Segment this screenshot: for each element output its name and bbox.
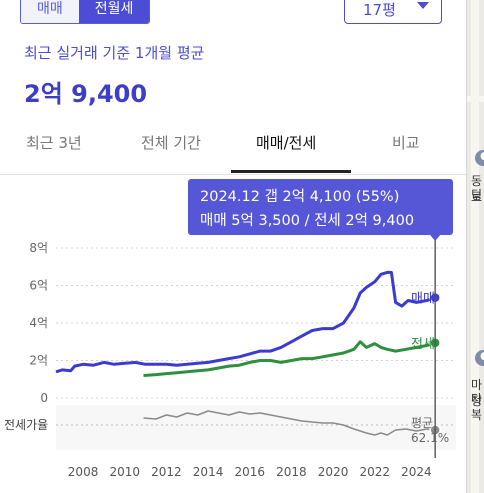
hover-tooltip: 2024.12 갭 2억 4,100 (55%) 매매 5억 3,500 / 전… — [188, 179, 453, 235]
x-tick-label: 2022 — [359, 465, 390, 479]
sale-price-line — [55, 270, 436, 374]
period-tabs: 최근 3년 전체 기간 매매/전세 비교 — [0, 124, 466, 175]
y-tick-label: 4억 — [29, 316, 48, 330]
ratio-row-label: 전세가율 — [4, 418, 48, 432]
map-strip[interactable]: ● 동딩 로 ● 마타 정복 — [466, 0, 484, 493]
area-size-select[interactable]: 17평 — [344, 0, 442, 24]
map-label: 정복 — [471, 394, 483, 422]
map-pin-icon[interactable]: ● — [475, 349, 484, 366]
x-tick-label: 2016 — [234, 465, 265, 479]
tooltip-pointer — [430, 235, 441, 241]
x-tick-label: 2012 — [151, 465, 182, 479]
tab-compare[interactable]: 비교 — [392, 134, 420, 152]
x-tick-label: 2024 — [401, 465, 432, 479]
x-tick-label: 2018 — [276, 465, 307, 479]
x-tick-label: 2008 — [68, 465, 99, 479]
tab-recent-3y[interactable]: 최근 3년 — [26, 134, 82, 152]
ratio-end-value: 62.1% — [411, 431, 449, 445]
tooltip-line-2: 매매 5억 3,500 / 전세 2억 9,400 — [200, 213, 415, 229]
y-tick-label: 6억 — [29, 279, 48, 293]
map-label: 마타 — [471, 378, 483, 406]
active-tab-indicator — [231, 170, 351, 173]
y-tick-label: 0 — [40, 391, 48, 405]
map-label: 로 — [471, 190, 483, 204]
jeonse-price-line — [143, 340, 436, 377]
ratio-band-background — [56, 405, 456, 450]
jeonse-ratio-line — [143, 410, 436, 436]
deal-type-segment: 매매 전월세 — [20, 0, 151, 24]
map-road — [471, 0, 479, 493]
y-tick-label: 2억 — [29, 354, 48, 368]
tab-sale-jeonse[interactable]: 매매/전세 — [256, 134, 317, 152]
area-size-label: 17평 — [363, 1, 396, 19]
segment-rent-button[interactable]: 전월세 — [78, 0, 150, 23]
tooltip-line-1: 2024.12 갭 2억 4,100 (55%) — [200, 189, 400, 205]
x-tick-label: 2014 — [193, 465, 224, 479]
map-label: 동딩 — [471, 174, 483, 202]
average-price: 2억 9,400 — [24, 80, 148, 108]
segment-sale-button[interactable]: 매매 — [21, 0, 79, 23]
x-tick-label: 2010 — [109, 465, 140, 479]
map-road — [467, 96, 484, 102]
map-pin-icon[interactable]: ● — [475, 149, 484, 166]
y-tick-label: 8억 — [29, 241, 48, 255]
chevron-down-icon — [417, 2, 429, 9]
price-panel: 매매 전월세 17평 최근 실거래 기준 1개월 평균 2억 9,400 최근 … — [0, 0, 466, 493]
x-tick-label: 2020 — [318, 465, 349, 479]
sale-price-end-label: 매매 — [411, 292, 435, 307]
summary-subtitle: 최근 실거래 기준 1개월 평균 — [24, 44, 205, 62]
tab-all-period[interactable]: 전체 기간 — [141, 134, 201, 152]
jeonse-price-end-label: 전세 — [411, 337, 435, 352]
ratio-end-label: 평균 — [411, 416, 433, 430]
